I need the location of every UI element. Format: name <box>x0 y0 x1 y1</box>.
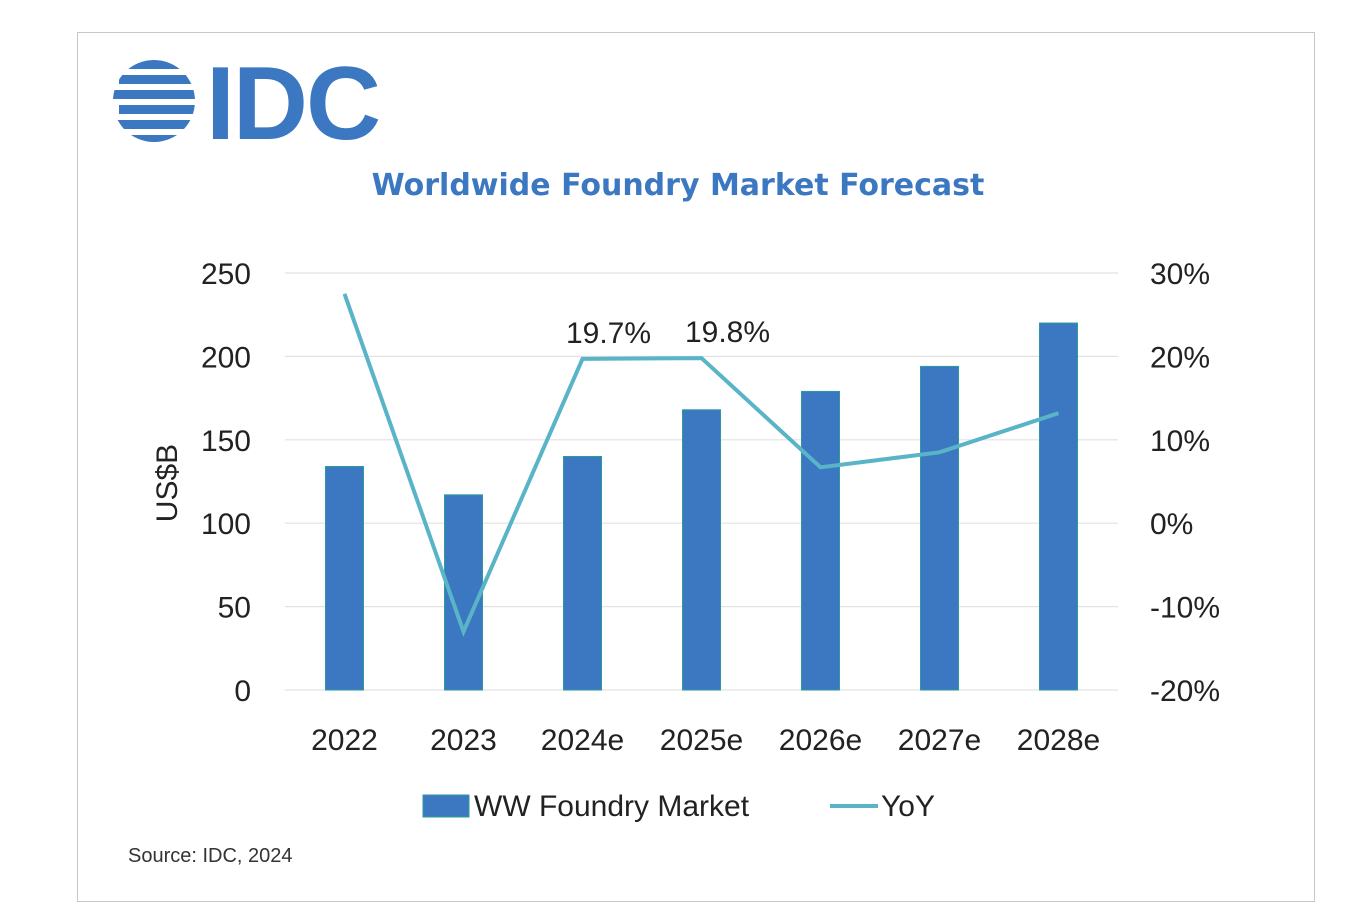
idc-logo: IDC <box>113 46 381 162</box>
bar-2025e <box>682 409 721 691</box>
y-tick-label: 50 <box>218 592 251 625</box>
x-tick-label: 2024e <box>541 724 624 757</box>
y-tick-label: 100 <box>201 508 251 541</box>
chart-title: Worldwide Foundry Market Forecast <box>372 168 985 203</box>
x-tick-label: 2028e <box>1017 724 1100 757</box>
yoy-data-labels: 19.7% 19.8% <box>566 316 770 350</box>
y2-tick-label: -10% <box>1150 592 1220 625</box>
yoy-line-group <box>342 293 1060 638</box>
y2-tick-label: -20% <box>1150 675 1220 708</box>
y2-tick-label: 0% <box>1150 508 1193 541</box>
yoy-data-label: 19.8% <box>685 316 770 349</box>
bar-2028e <box>1039 322 1078 691</box>
bar-2022 <box>325 465 364 691</box>
bars <box>325 322 1078 691</box>
x-tick-label: 2025e <box>660 724 743 757</box>
x-tick-label: 2023 <box>430 724 497 757</box>
y-tick-label: 150 <box>201 425 251 458</box>
legend-swatch-bar <box>422 794 470 818</box>
right-axis: -20% -10% 0% 10% 20% 30% <box>1150 258 1220 708</box>
bar-2027e <box>920 365 959 691</box>
legend: WW Foundry Market YoY <box>422 790 935 823</box>
y2-tick-label: 30% <box>1150 258 1210 291</box>
bar-2026e <box>801 390 840 691</box>
source-note: Source: IDC, 2024 <box>128 845 293 867</box>
y2-tick-label: 20% <box>1150 341 1210 374</box>
y2-tick-label: 10% <box>1150 425 1210 458</box>
yoy-data-label: 19.7% <box>566 317 651 350</box>
chart-card: IDC Worldwide Foundry Market Forecast 0 5… <box>77 32 1315 902</box>
x-axis: 2022 2023 2024e 2025e 2026e 2027e 2028e <box>311 724 1100 757</box>
y-axis-label: US$B <box>151 444 184 522</box>
x-tick-label: 2026e <box>779 724 862 757</box>
idc-globe-logo-icon <box>113 60 195 142</box>
bar-2024e <box>563 455 602 691</box>
brand-name: IDC <box>206 46 379 162</box>
legend-label-market: WW Foundry Market <box>474 790 750 823</box>
legend-label-yoy: YoY <box>881 790 935 823</box>
chart-svg: IDC Worldwide Foundry Market Forecast 0 5… <box>113 46 1220 867</box>
left-axis: 0 50 100 150 200 250 <box>201 258 251 708</box>
y-tick-label: 0 <box>234 675 251 708</box>
y-tick-label: 250 <box>201 258 251 291</box>
x-tick-label: 2027e <box>898 724 981 757</box>
x-tick-label: 2022 <box>311 724 378 757</box>
y-tick-label: 200 <box>201 341 251 374</box>
